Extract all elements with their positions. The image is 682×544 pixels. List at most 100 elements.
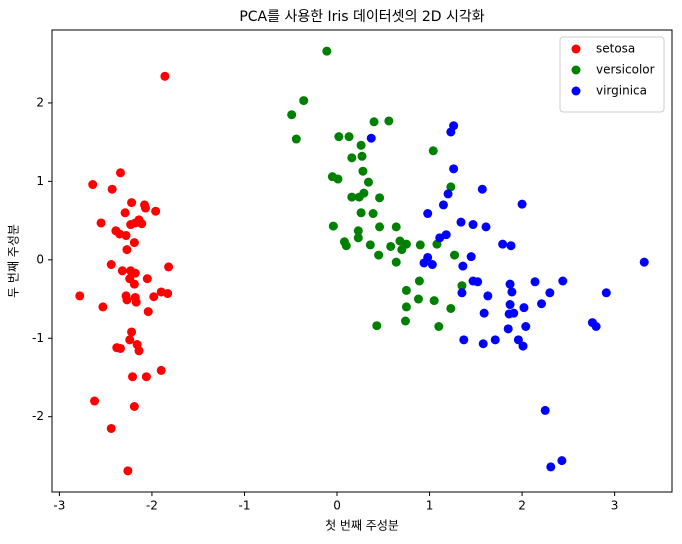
point bbox=[115, 343, 125, 353]
point bbox=[521, 321, 531, 331]
point bbox=[639, 257, 649, 267]
point bbox=[483, 291, 493, 301]
point bbox=[356, 208, 366, 218]
point bbox=[456, 217, 466, 227]
point bbox=[115, 168, 125, 178]
point bbox=[353, 226, 363, 236]
point bbox=[368, 209, 378, 219]
legend-marker bbox=[571, 65, 581, 75]
point bbox=[450, 250, 460, 260]
point bbox=[466, 252, 476, 262]
point bbox=[90, 396, 100, 406]
point bbox=[517, 199, 527, 209]
y-tick-label: -2 bbox=[32, 409, 44, 423]
point bbox=[509, 308, 519, 318]
point bbox=[127, 327, 137, 337]
point bbox=[374, 250, 384, 260]
point bbox=[490, 335, 500, 345]
point bbox=[130, 268, 140, 278]
point bbox=[557, 456, 567, 466]
point bbox=[537, 299, 547, 309]
point bbox=[107, 184, 117, 194]
point bbox=[143, 307, 153, 317]
point bbox=[468, 220, 478, 230]
point bbox=[358, 166, 368, 176]
point bbox=[473, 277, 483, 287]
point bbox=[96, 218, 106, 228]
point bbox=[160, 71, 170, 81]
point bbox=[391, 222, 401, 232]
point bbox=[391, 257, 401, 267]
point bbox=[375, 193, 385, 203]
point bbox=[591, 321, 601, 331]
y-tick-label: 2 bbox=[36, 95, 44, 109]
point bbox=[503, 324, 513, 334]
point bbox=[126, 220, 136, 230]
point bbox=[125, 335, 135, 345]
point bbox=[506, 241, 516, 251]
point bbox=[372, 321, 382, 331]
x-tick-label: 3 bbox=[611, 499, 619, 513]
point bbox=[505, 300, 515, 310]
point bbox=[344, 132, 354, 142]
point bbox=[369, 117, 379, 127]
y-tick-label: 0 bbox=[36, 252, 44, 266]
point bbox=[558, 276, 568, 286]
point bbox=[545, 288, 555, 298]
point bbox=[341, 241, 351, 251]
point bbox=[415, 240, 425, 250]
point bbox=[328, 221, 338, 231]
point bbox=[457, 281, 467, 291]
point bbox=[429, 296, 439, 306]
point bbox=[129, 279, 139, 289]
legend-marker bbox=[571, 86, 581, 96]
point bbox=[446, 127, 456, 137]
point bbox=[427, 260, 437, 270]
point bbox=[156, 365, 166, 375]
point bbox=[375, 222, 385, 232]
point bbox=[479, 308, 489, 318]
point bbox=[88, 180, 98, 190]
point bbox=[121, 231, 131, 241]
point bbox=[507, 287, 517, 297]
legend-label: versicolor bbox=[596, 63, 655, 77]
y-axis-label: 두 번째 주성분 bbox=[7, 224, 21, 298]
point bbox=[366, 133, 376, 143]
point bbox=[354, 192, 364, 202]
point bbox=[397, 245, 407, 255]
point bbox=[151, 206, 161, 216]
point bbox=[357, 151, 367, 161]
point bbox=[347, 153, 357, 163]
point bbox=[163, 289, 173, 299]
point bbox=[530, 277, 540, 287]
point bbox=[423, 209, 433, 219]
point bbox=[334, 132, 344, 142]
point bbox=[131, 297, 141, 307]
plot-frame bbox=[51, 29, 673, 493]
point bbox=[353, 233, 363, 243]
point bbox=[505, 279, 515, 289]
point bbox=[164, 262, 174, 272]
y-tick-label: -1 bbox=[32, 331, 44, 345]
point bbox=[123, 466, 133, 476]
point bbox=[129, 238, 139, 248]
point bbox=[386, 241, 396, 251]
legend-label: virginica bbox=[596, 84, 647, 98]
point bbox=[401, 285, 411, 295]
point bbox=[106, 260, 116, 270]
point bbox=[477, 184, 487, 194]
point bbox=[419, 258, 429, 268]
point bbox=[142, 274, 152, 284]
point bbox=[120, 208, 130, 218]
point bbox=[141, 372, 151, 382]
point bbox=[129, 402, 139, 412]
point bbox=[428, 146, 438, 156]
point bbox=[443, 189, 453, 199]
point bbox=[106, 423, 116, 433]
point bbox=[291, 134, 301, 144]
point bbox=[513, 335, 523, 345]
point bbox=[478, 339, 488, 349]
point bbox=[333, 174, 343, 184]
x-tick-label: 0 bbox=[333, 499, 341, 513]
